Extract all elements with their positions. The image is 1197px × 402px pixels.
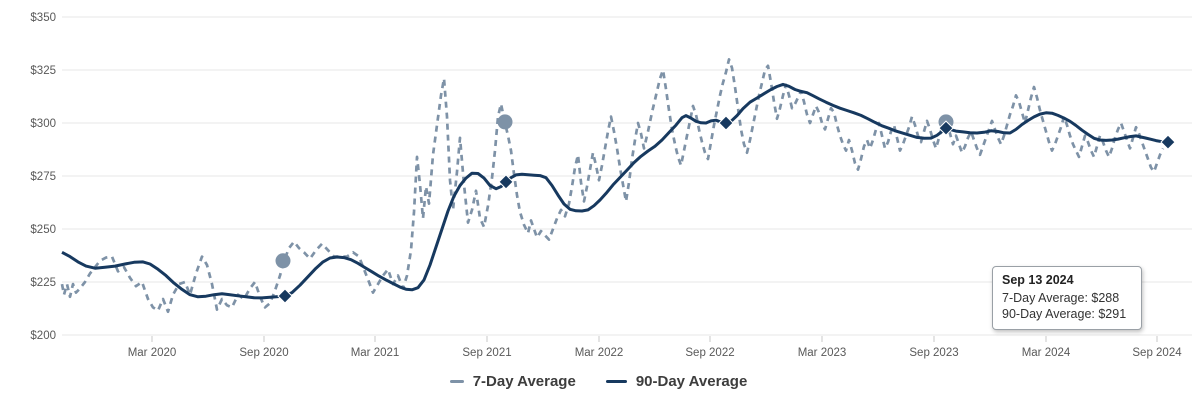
ninety-day-marker-diamond[interactable]: [277, 288, 293, 304]
y-axis-label: $200: [30, 330, 56, 342]
x-axis-label: Sep 2021: [462, 347, 511, 359]
legend-item-7day[interactable]: 7-Day Average: [449, 372, 576, 390]
ninety-day-average-line[interactable]: [61, 82, 1169, 300]
ninety-day-marker-diamond[interactable]: [498, 174, 514, 190]
x-axis-label: Sep 2024: [1132, 347, 1182, 359]
x-axis-label: Mar 2024: [1022, 347, 1071, 359]
x-axis-label: Mar 2022: [575, 347, 624, 359]
x-axis-label: Mar 2021: [351, 347, 400, 359]
y-axis-label: $300: [30, 118, 56, 130]
x-axis-label: Sep 2023: [909, 347, 958, 359]
ninety-day-marker-diamond[interactable]: [718, 115, 734, 131]
tooltip-date: Sep 13 2024: [1002, 273, 1074, 287]
x-axis-label: Mar 2023: [798, 347, 847, 359]
y-axis-label: $350: [30, 12, 56, 24]
x-axis-label: Sep 2022: [685, 347, 734, 359]
tooltip-90day-value: 90-Day Average: $291: [1002, 307, 1127, 321]
seven-day-marker-circle[interactable]: [275, 253, 291, 269]
legend-item-90day[interactable]: 90-Day Average: [605, 372, 748, 390]
ninety-day-marker-diamond[interactable]: [1160, 134, 1176, 150]
y-axis-label: $250: [30, 224, 56, 236]
legend-dashed-line-swatch-icon: [449, 379, 464, 383]
y-axis-label: $275: [30, 171, 56, 183]
x-axis-label: Mar 2020: [128, 347, 177, 359]
legend-solid-line-swatch-icon: [605, 379, 627, 383]
legend-label-7day: 7-Day Average: [472, 372, 576, 390]
legend-label-90day: 90-Day Average: [635, 372, 748, 390]
legend: 7-Day Average 90-Day Average: [0, 368, 1197, 394]
tooltip-7day-value: 7-Day Average: $288: [1002, 290, 1120, 305]
ninety-day-marker-diamond[interactable]: [938, 120, 954, 136]
tooltip: Sep 13 2024 7-Day Average: $288 90-Day A…: [992, 266, 1142, 330]
seven-day-marker-circle[interactable]: [497, 114, 513, 130]
y-axis-label: $325: [30, 65, 56, 77]
y-axis-label: $225: [30, 277, 56, 289]
x-axis-label: Sep 2020: [239, 347, 288, 359]
